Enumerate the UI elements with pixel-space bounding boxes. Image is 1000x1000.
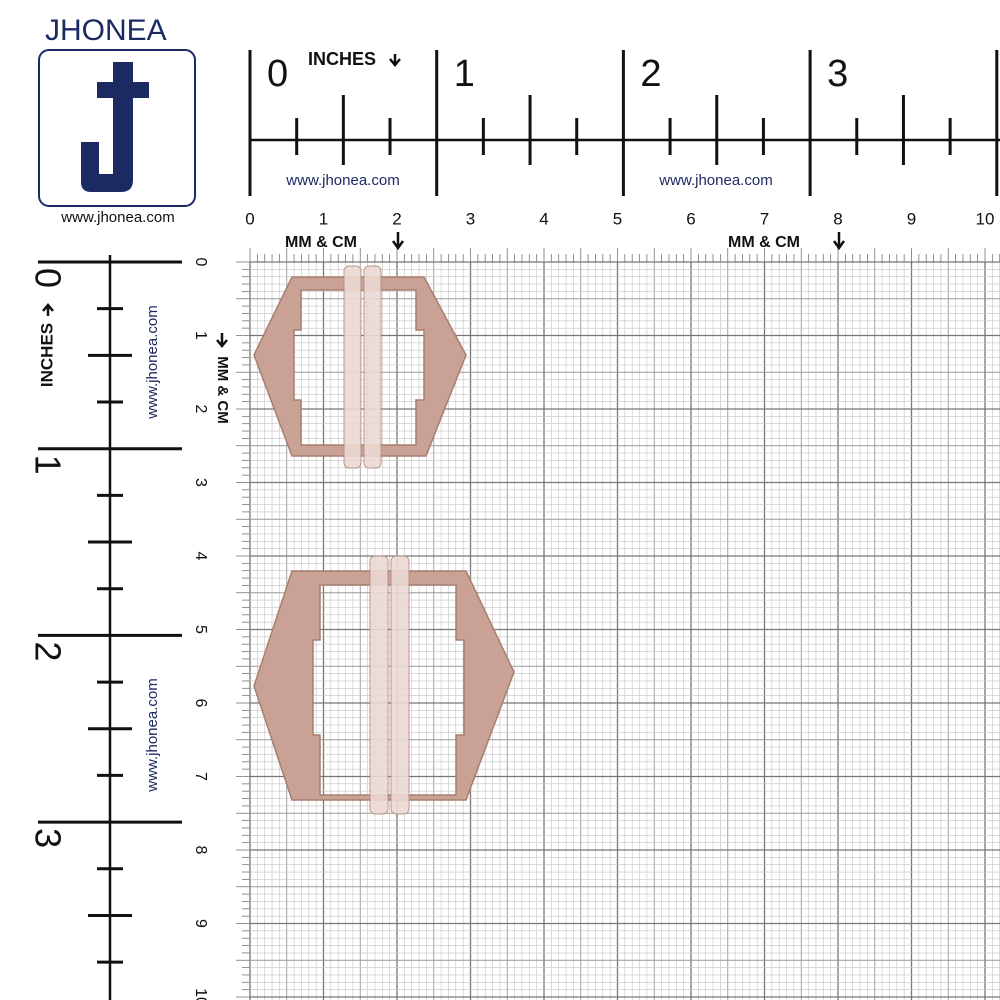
brand-url: www.jhonea.com (60, 209, 174, 226)
cm-number: 4 (192, 552, 209, 561)
cm-number: 9 (192, 919, 209, 928)
arrow (389, 54, 401, 67)
inch-number: 2 (27, 641, 68, 661)
inch-number: 1 (27, 455, 68, 475)
arrow (216, 333, 228, 348)
cm-number: 10 (976, 209, 995, 228)
cm-number: 2 (192, 405, 209, 414)
inch-number: 2 (640, 53, 661, 95)
cm-number: 6 (192, 699, 209, 708)
cm-number: 9 (907, 209, 916, 228)
ruler-url: www.jhonea.com (285, 172, 399, 189)
cm-label-left: MM & CM (214, 356, 231, 424)
cm-number: 6 (686, 209, 695, 228)
cm-number: 5 (192, 625, 209, 634)
inch-label-left: INCHES (37, 323, 56, 387)
buckle-large (253, 555, 515, 815)
cm-number: 8 (192, 846, 209, 855)
logo-mark (81, 62, 149, 192)
inch-number: 0 (267, 53, 288, 95)
ruler-url: www.jhonea.com (144, 678, 161, 792)
cm-number: 0 (245, 209, 254, 228)
cm-number: 1 (319, 209, 328, 228)
cm-number: 10 (192, 988, 209, 1000)
cm-number: 3 (466, 209, 475, 228)
inch-number: 1 (454, 53, 475, 95)
arrow (832, 232, 846, 251)
arrow (391, 232, 405, 251)
cm-number: 1 (192, 331, 209, 340)
ruler-url: www.jhonea.com (658, 172, 772, 189)
arrow (42, 303, 54, 316)
cm-number: 7 (760, 209, 769, 228)
cm-number: 8 (833, 209, 842, 228)
cm-number: 3 (192, 478, 209, 487)
cm-number: 0 (192, 258, 209, 267)
inch-number: 3 (27, 828, 68, 848)
cm-label: MM & CM (728, 234, 800, 251)
cm-number: 4 (539, 209, 548, 228)
ruler-url: www.jhonea.com (144, 305, 161, 419)
buckle-small (253, 265, 467, 469)
inch-number: 0 (27, 268, 68, 288)
cm-number: 5 (613, 209, 622, 228)
cm-number: 2 (392, 209, 401, 228)
cm-label: MM & CM (285, 234, 357, 251)
inch-label: INCHES (308, 49, 376, 69)
cm-number: 7 (192, 772, 209, 781)
inch-number: 3 (827, 53, 848, 95)
brand-name: JHONEA (45, 14, 167, 47)
